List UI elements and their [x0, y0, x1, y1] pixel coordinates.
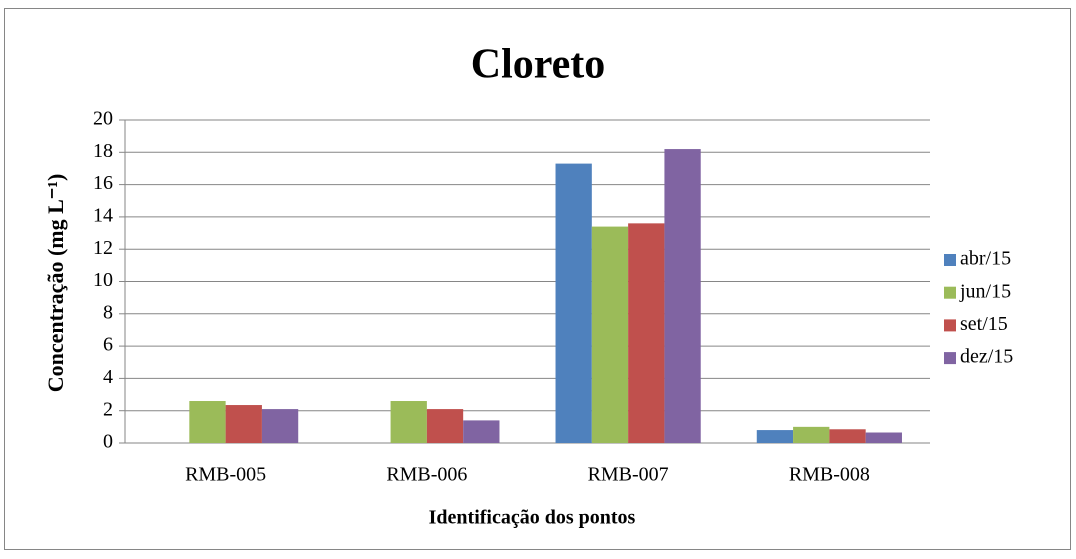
y-axis-title: Concentração (mg L⁻¹)	[43, 174, 68, 393]
chart-border	[4, 8, 1071, 550]
bar	[591, 226, 629, 443]
y-tick-label: 10	[93, 269, 113, 291]
y-tick-label: 8	[103, 301, 113, 323]
bar	[865, 432, 902, 443]
y-tick-label: 18	[93, 140, 113, 162]
legend-swatch	[944, 352, 956, 365]
legend-swatch	[944, 319, 956, 332]
x-axis-title: Identificação dos pontos	[429, 507, 636, 529]
legend-label: set/15	[960, 313, 1008, 335]
bar	[463, 420, 500, 443]
x-tick-label: RMB-006	[386, 464, 467, 486]
legend-label: dez/15	[960, 346, 1013, 368]
bar	[793, 426, 830, 443]
y-tick-label: 20	[93, 108, 113, 130]
y-tick-label: 12	[93, 237, 113, 259]
bar	[426, 409, 464, 443]
bar	[225, 405, 262, 443]
bar	[829, 429, 866, 443]
bar	[555, 163, 592, 444]
x-tick-label: RMB-005	[185, 464, 266, 486]
bar	[189, 401, 226, 443]
x-tick-label: RMB-008	[789, 464, 870, 486]
y-tick-label: 14	[93, 204, 113, 226]
legend-label: jun/15	[959, 280, 1011, 302]
bar	[261, 409, 299, 443]
y-tick-label: 16	[93, 172, 113, 194]
bar	[390, 401, 427, 443]
legend-label: abr/15	[960, 248, 1011, 270]
y-tick-label: 6	[103, 334, 113, 356]
chart-title: Cloreto	[471, 42, 606, 88]
y-tick-label: 4	[103, 366, 113, 388]
y-tick-label: 0	[103, 431, 113, 453]
bar	[664, 149, 701, 443]
y-tick-label: 2	[103, 398, 113, 420]
legend-swatch	[944, 286, 956, 299]
bar	[756, 430, 794, 443]
legend-swatch	[944, 254, 956, 266]
bar	[628, 223, 665, 443]
x-tick-label: RMB-007	[588, 464, 669, 486]
